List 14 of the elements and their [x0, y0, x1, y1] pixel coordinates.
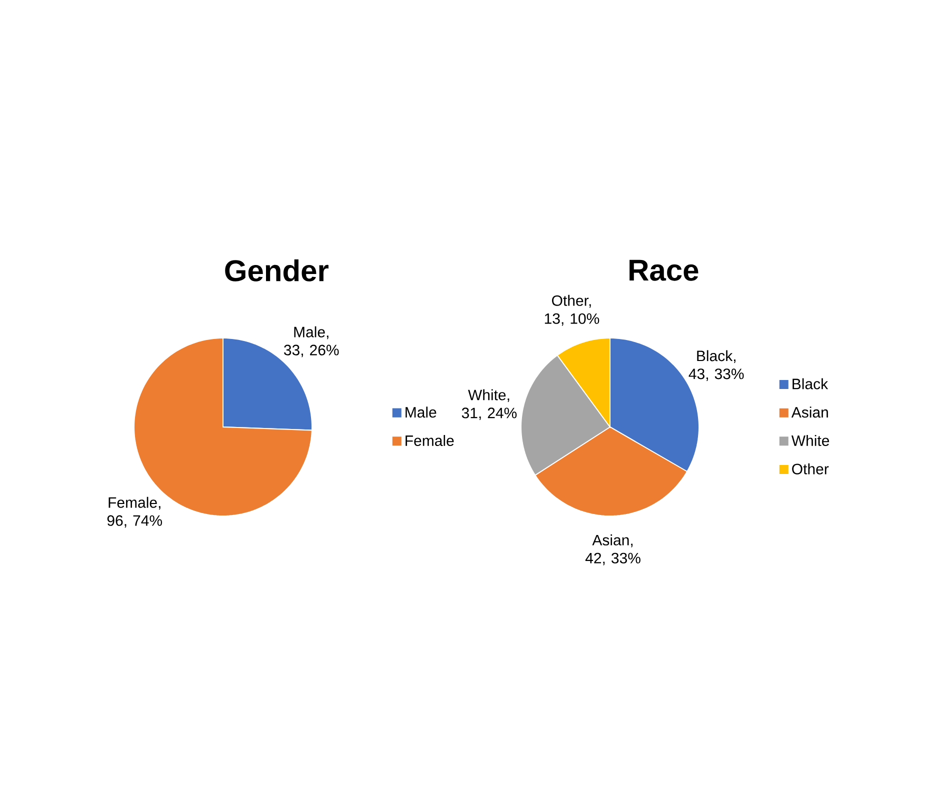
data-label: Male, 33, 26% [284, 326, 339, 358]
data-label: Other, 13, 10% [544, 294, 600, 326]
legend-label: Asian [791, 406, 828, 418]
data-label: Asian, 42, 33% [585, 534, 640, 566]
legend-label: White [791, 435, 830, 446]
data-label: Black, 43, 33% [688, 350, 744, 381]
data-label: White, 31, 24% [462, 389, 517, 420]
data-label: Female, 96, 74% [107, 496, 162, 528]
legend-label: Female [406, 434, 454, 446]
chart-title: Gender [225, 259, 328, 282]
legend-label: Black [792, 378, 828, 390]
chart-title: Race [630, 260, 698, 281]
legend-label: Other [792, 463, 829, 474]
legend-label: Male [406, 406, 436, 418]
